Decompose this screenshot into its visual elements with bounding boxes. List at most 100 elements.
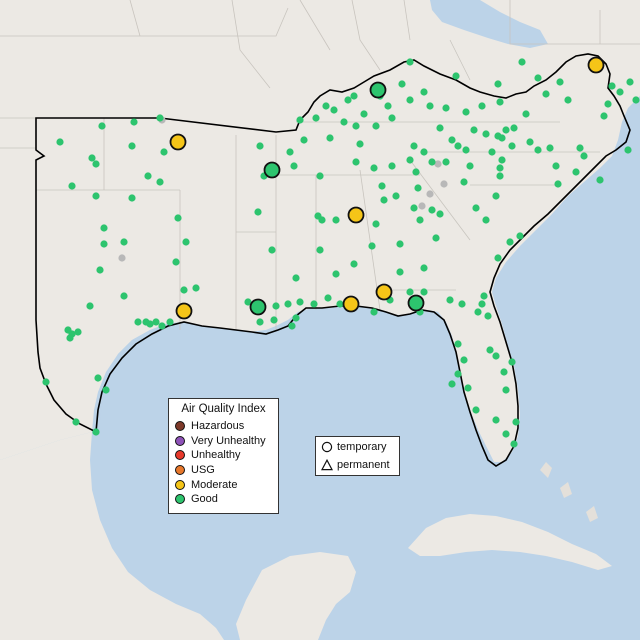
station-marker-good[interactable]	[420, 288, 428, 296]
station-marker-good[interactable]	[166, 318, 174, 326]
station-marker-good[interactable]	[72, 418, 80, 426]
station-marker-good[interactable]	[516, 232, 524, 240]
station-marker-good[interactable]	[66, 334, 74, 342]
station-marker-good[interactable]	[192, 284, 200, 292]
station-marker-good[interactable]	[300, 136, 308, 144]
station-marker-good[interactable]	[372, 122, 380, 130]
station-marker-good[interactable]	[484, 312, 492, 320]
station-marker-good[interactable]	[130, 118, 138, 126]
station-marker-good[interactable]	[288, 322, 296, 330]
station-marker-good[interactable]	[96, 266, 104, 274]
station-marker-good[interactable]	[296, 298, 304, 306]
station-marker-good[interactable]	[330, 106, 338, 114]
station-marker-good[interactable]	[56, 138, 64, 146]
station-marker-good[interactable]	[596, 176, 604, 184]
station-marker-moderate-large[interactable]	[169, 133, 187, 151]
station-marker-good[interactable]	[454, 340, 462, 348]
station-marker-good[interactable]	[158, 322, 166, 330]
station-marker-good[interactable]	[388, 114, 396, 122]
station-marker-good[interactable]	[448, 380, 456, 388]
station-marker-good-large[interactable]	[249, 298, 267, 316]
station-marker-good[interactable]	[326, 134, 334, 142]
station-marker-good[interactable]	[102, 386, 110, 394]
station-marker-good[interactable]	[464, 384, 472, 392]
station-marker-good[interactable]	[128, 142, 136, 150]
station-marker-good[interactable]	[420, 264, 428, 272]
station-marker-good[interactable]	[370, 164, 378, 172]
station-marker-no-data[interactable]	[426, 190, 434, 198]
station-marker-good[interactable]	[332, 270, 340, 278]
station-marker-good[interactable]	[510, 440, 518, 448]
station-marker-good[interactable]	[92, 160, 100, 168]
station-marker-moderate-large[interactable]	[347, 206, 365, 224]
station-marker-good[interactable]	[180, 286, 188, 294]
station-marker-good[interactable]	[496, 172, 504, 180]
station-marker-good[interactable]	[410, 142, 418, 150]
station-marker-good[interactable]	[496, 164, 504, 172]
station-marker-good[interactable]	[128, 194, 136, 202]
station-marker-good[interactable]	[254, 208, 262, 216]
station-marker-good[interactable]	[412, 168, 420, 176]
station-marker-good[interactable]	[256, 142, 264, 150]
station-marker-good[interactable]	[454, 142, 462, 150]
station-marker-good[interactable]	[454, 370, 462, 378]
station-marker-good[interactable]	[120, 238, 128, 246]
station-marker-good[interactable]	[332, 216, 340, 224]
station-marker-good[interactable]	[92, 428, 100, 436]
station-marker-good[interactable]	[380, 196, 388, 204]
station-marker-good[interactable]	[244, 298, 252, 306]
station-marker-good-large[interactable]	[263, 161, 281, 179]
station-marker-good[interactable]	[340, 118, 348, 126]
station-marker-good[interactable]	[486, 346, 494, 354]
station-marker-moderate-large[interactable]	[175, 302, 193, 320]
station-marker-good[interactable]	[462, 146, 470, 154]
station-marker-good[interactable]	[502, 430, 510, 438]
station-marker-moderate-large[interactable]	[375, 283, 393, 301]
station-marker-good[interactable]	[420, 88, 428, 96]
station-marker-good[interactable]	[626, 78, 634, 86]
station-marker-no-data[interactable]	[118, 254, 126, 262]
station-marker-good[interactable]	[452, 72, 460, 80]
station-marker-good[interactable]	[466, 162, 474, 170]
station-marker-good[interactable]	[398, 80, 406, 88]
station-marker-good[interactable]	[496, 98, 504, 106]
station-marker-good[interactable]	[290, 162, 298, 170]
station-marker-good[interactable]	[152, 318, 160, 326]
station-marker-good[interactable]	[426, 102, 434, 110]
station-marker-good[interactable]	[352, 158, 360, 166]
station-marker-good[interactable]	[316, 246, 324, 254]
station-marker-good[interactable]	[292, 274, 300, 282]
station-marker-good[interactable]	[156, 114, 164, 122]
station-marker-good[interactable]	[492, 416, 500, 424]
station-marker-good[interactable]	[92, 192, 100, 200]
station-marker-good[interactable]	[508, 358, 516, 366]
station-marker-moderate-large[interactable]	[342, 295, 360, 313]
station-marker-good[interactable]	[392, 192, 400, 200]
station-marker-good[interactable]	[616, 88, 624, 96]
station-marker-good[interactable]	[396, 240, 404, 248]
station-marker-good[interactable]	[396, 268, 404, 276]
station-marker-good[interactable]	[270, 316, 278, 324]
station-marker-good[interactable]	[428, 206, 436, 214]
station-marker-good[interactable]	[494, 80, 502, 88]
station-marker-good[interactable]	[546, 144, 554, 152]
station-marker-good[interactable]	[182, 238, 190, 246]
station-marker-no-data[interactable]	[440, 180, 448, 188]
station-marker-good[interactable]	[406, 58, 414, 66]
station-marker-good[interactable]	[292, 314, 300, 322]
station-marker-good[interactable]	[510, 124, 518, 132]
station-marker-good[interactable]	[500, 368, 508, 376]
station-marker-good[interactable]	[406, 96, 414, 104]
station-marker-good[interactable]	[318, 216, 326, 224]
station-marker-good[interactable]	[428, 158, 436, 166]
station-marker-good[interactable]	[534, 74, 542, 82]
station-marker-good[interactable]	[372, 220, 380, 228]
station-marker-good[interactable]	[384, 102, 392, 110]
station-marker-good[interactable]	[526, 138, 534, 146]
station-marker-good[interactable]	[388, 162, 396, 170]
station-marker-good[interactable]	[478, 300, 486, 308]
station-marker-good[interactable]	[416, 216, 424, 224]
station-marker-good[interactable]	[488, 148, 496, 156]
station-marker-good[interactable]	[506, 238, 514, 246]
